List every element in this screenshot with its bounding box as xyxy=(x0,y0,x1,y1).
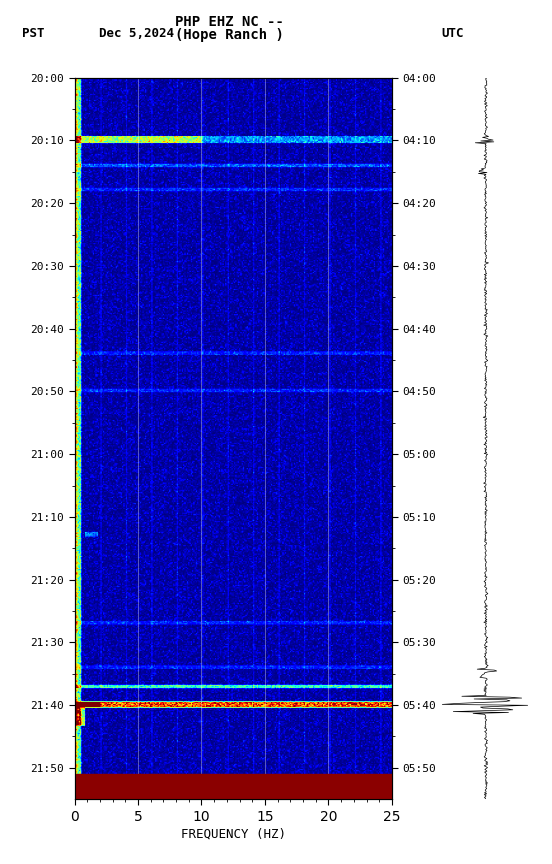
Text: (Hope Ranch ): (Hope Ranch ) xyxy=(174,29,284,42)
Bar xyxy=(75,774,392,799)
Text: PHP EHZ NC --: PHP EHZ NC -- xyxy=(174,15,284,29)
Text: Dec 5,2024: Dec 5,2024 xyxy=(99,27,174,40)
X-axis label: FREQUENCY (HZ): FREQUENCY (HZ) xyxy=(181,828,286,841)
Text: UTC: UTC xyxy=(442,27,464,40)
Text: PST: PST xyxy=(22,27,45,40)
